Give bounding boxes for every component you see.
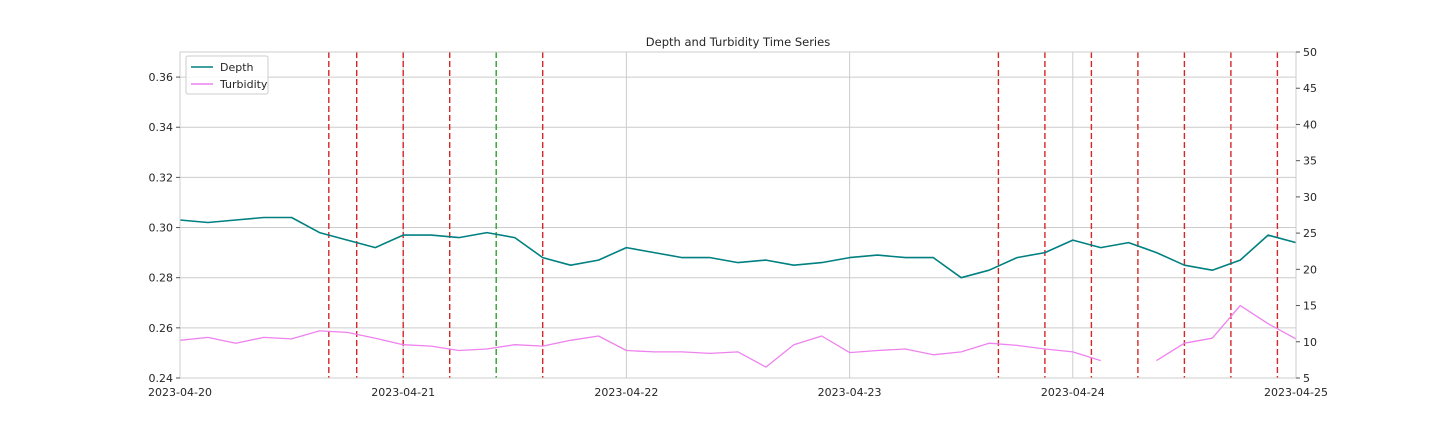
x-axis: 2023-04-20 2023-04-21 2023-04-22 2023-04-23… bbox=[148, 386, 1328, 399]
series-line-depth bbox=[179, 216, 1297, 279]
x-tick-label: 2023-04-24 bbox=[1041, 386, 1105, 399]
left-tick-label: 0.30 bbox=[149, 222, 174, 235]
right-tick-label: 25 bbox=[1303, 227, 1317, 240]
left-tick-label: 0.24 bbox=[149, 372, 174, 385]
left-tick-label: 0.32 bbox=[149, 171, 174, 184]
right-tick-label: 5 bbox=[1303, 372, 1310, 385]
legend-label: Turbidity bbox=[219, 78, 268, 91]
plot-frame bbox=[179, 51, 1297, 379]
right-tick-label: 15 bbox=[1303, 300, 1317, 313]
right-y-axis: 5 10 15 20 25 30 35 40 45 50 bbox=[1296, 46, 1317, 385]
x-tick-label: 2023-04-25 bbox=[1264, 386, 1328, 399]
chart-title: Depth and Turbidity Time Series bbox=[646, 35, 830, 49]
left-tick-label: 0.36 bbox=[149, 71, 174, 84]
right-tick-label: 35 bbox=[1303, 155, 1317, 168]
x-tick-label: 2023-04-20 bbox=[148, 386, 212, 399]
right-tick-label: 30 bbox=[1303, 191, 1317, 204]
right-tick-label: 50 bbox=[1303, 46, 1317, 59]
right-tick-label: 20 bbox=[1303, 263, 1317, 276]
legend: Depth Turbidity bbox=[185, 55, 269, 95]
left-tick-label: 0.28 bbox=[149, 272, 174, 285]
right-tick-label: 40 bbox=[1303, 118, 1317, 131]
series-lines bbox=[179, 216, 1297, 368]
x-tick-label: 2023-04-23 bbox=[818, 386, 882, 399]
left-tick-label: 0.26 bbox=[149, 322, 174, 335]
event-markers bbox=[328, 52, 1279, 378]
x-tick-label: 2023-04-21 bbox=[371, 386, 435, 399]
right-tick-label: 45 bbox=[1303, 82, 1317, 95]
x-tick-label: 2023-04-22 bbox=[594, 386, 658, 399]
series-line-turbidity bbox=[179, 304, 1297, 368]
legend-label: Depth bbox=[220, 61, 254, 74]
right-tick-label: 10 bbox=[1303, 336, 1317, 349]
left-y-axis: 0.24 0.26 0.28 0.30 0.32 0.34 0.36 bbox=[149, 71, 180, 385]
left-tick-label: 0.34 bbox=[149, 121, 174, 134]
